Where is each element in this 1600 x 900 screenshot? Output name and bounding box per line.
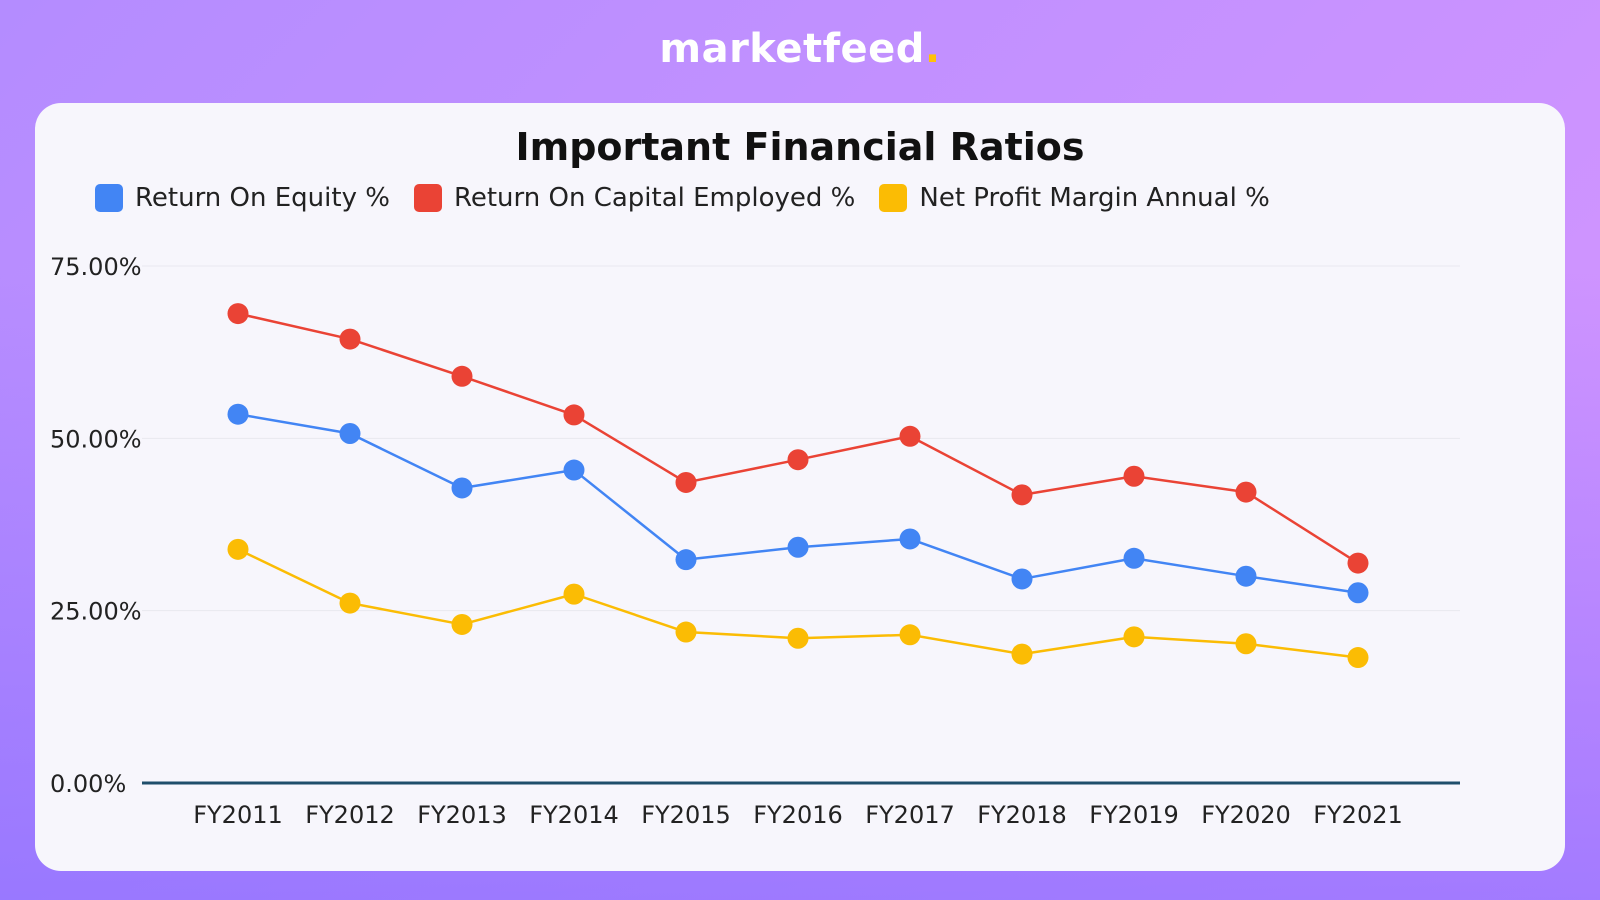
data-point-series-1 — [1011, 484, 1033, 506]
data-point-series-1 — [1123, 465, 1145, 487]
data-point-series-1 — [1347, 552, 1369, 574]
data-point-series-1 — [563, 404, 585, 426]
data-point-series-0 — [563, 459, 585, 481]
data-point-series-0 — [787, 536, 809, 558]
legend-swatch-roe — [95, 184, 123, 212]
brand-name: marketfeed — [659, 26, 925, 72]
brand-logo: marketfeed. — [0, 26, 1600, 72]
chart-legend: Return On Equity % Return On Capital Emp… — [95, 183, 1270, 213]
data-point-series-0 — [899, 528, 921, 550]
data-point-series-0 — [1235, 565, 1257, 587]
legend-item-npm[interactable]: Net Profit Margin Annual % — [879, 183, 1270, 213]
data-point-series-1 — [675, 471, 697, 493]
data-point-series-1 — [899, 425, 921, 447]
x-tick-label: FY2012 — [305, 801, 395, 829]
x-tick-label: FY2021 — [1313, 801, 1403, 829]
data-point-series-0 — [1123, 547, 1145, 569]
y-tick-label: 0.00% — [50, 770, 126, 798]
data-point-series-1 — [787, 449, 809, 471]
data-point-series-1 — [227, 303, 249, 325]
data-point-series-2 — [1235, 633, 1257, 655]
data-point-series-1 — [1235, 481, 1257, 503]
y-tick-label: 25.00% — [50, 598, 142, 626]
x-tick-label: FY2014 — [529, 801, 619, 829]
legend-item-roe[interactable]: Return On Equity % — [95, 183, 390, 213]
x-tick-label: FY2013 — [417, 801, 507, 829]
x-tick-label: FY2015 — [641, 801, 731, 829]
data-point-series-0 — [339, 423, 361, 445]
data-point-series-0 — [675, 549, 697, 571]
data-point-series-2 — [1011, 643, 1033, 665]
data-point-series-0 — [1347, 582, 1369, 604]
y-tick-label: 75.00% — [50, 253, 142, 281]
x-tick-label: FY2020 — [1201, 801, 1291, 829]
data-point-series-1 — [339, 328, 361, 350]
series-line-0 — [237, 412, 1359, 594]
data-point-series-2 — [1347, 647, 1369, 669]
x-tick-label: FY2017 — [865, 801, 955, 829]
data-point-series-2 — [1123, 626, 1145, 648]
x-tick-label: FY2019 — [1089, 801, 1179, 829]
data-point-series-2 — [451, 613, 473, 635]
legend-item-roce[interactable]: Return On Capital Employed % — [413, 183, 856, 213]
data-point-series-0 — [227, 403, 249, 425]
x-tick-label: FY2016 — [753, 801, 843, 829]
data-point-series-2 — [563, 583, 585, 605]
line-chart-plot: 0.00% 25.00% 50.00% 75.00% FY2011 FY2012 FY201… — [50, 253, 1460, 829]
x-tick-label: FY2018 — [977, 801, 1067, 829]
y-tick-label: 50.00% — [50, 425, 142, 453]
legend-swatch-npm — [879, 184, 908, 212]
legend-label-roce: Return On Capital Employed % — [453, 183, 856, 213]
chart-card: Important Financial Ratios Return On Equ… — [35, 103, 1565, 871]
x-tick-label: FY2011 — [193, 801, 283, 829]
data-point-series-0 — [451, 477, 473, 499]
data-point-series-2 — [339, 592, 361, 614]
data-point-series-2 — [899, 624, 921, 646]
data-point-series-2 — [227, 538, 249, 560]
data-point-series-1 — [451, 365, 473, 387]
data-point-series-2 — [675, 621, 697, 643]
data-point-series-2 — [787, 627, 809, 649]
data-point-series-0 — [1011, 568, 1033, 590]
brand-dot: . — [924, 26, 941, 72]
legend-label-npm: Net Profit Margin Annual % — [919, 183, 1270, 213]
legend-swatch-roce — [413, 184, 442, 212]
legend-label-roe: Return On Equity % — [135, 183, 390, 213]
chart-title: Important Financial Ratios — [515, 125, 1085, 169]
